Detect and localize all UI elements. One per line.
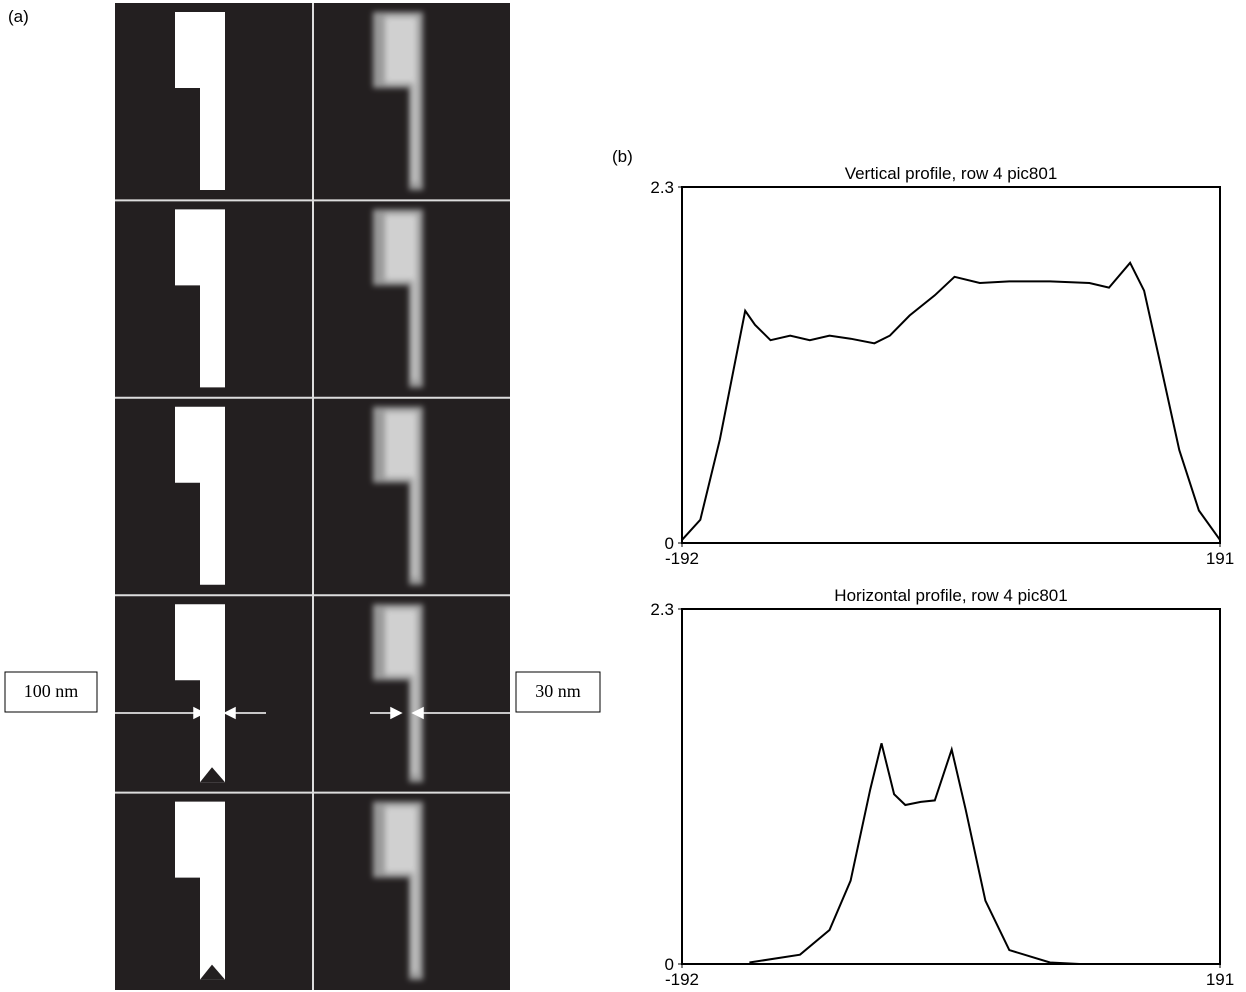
- plot-frame: [682, 187, 1220, 543]
- profile-line: [682, 263, 1220, 540]
- y-tick-label: 2.3: [650, 600, 674, 619]
- y-tick-label: 2.3: [650, 178, 674, 197]
- chart-title: Horizontal profile, row 4 pic801: [834, 586, 1067, 605]
- annotation-label: 100 nm: [24, 681, 79, 701]
- panel-label: (b): [612, 147, 633, 166]
- panel-label: (a): [8, 7, 29, 26]
- x-tick-label: -192: [665, 970, 699, 989]
- x-tick-label: -192: [665, 549, 699, 568]
- image-grid: [115, 3, 510, 990]
- figure: (a) (b) 100 nm 30 nm Vertical profile, r…: [0, 0, 1246, 992]
- annotation-label: 30 nm: [535, 681, 581, 701]
- chart-title: Vertical profile, row 4 pic801: [845, 164, 1058, 183]
- profile-line: [749, 743, 1079, 964]
- plot-frame: [682, 609, 1220, 964]
- x-tick-label: 191: [1206, 970, 1234, 989]
- x-tick-label: 191: [1206, 549, 1234, 568]
